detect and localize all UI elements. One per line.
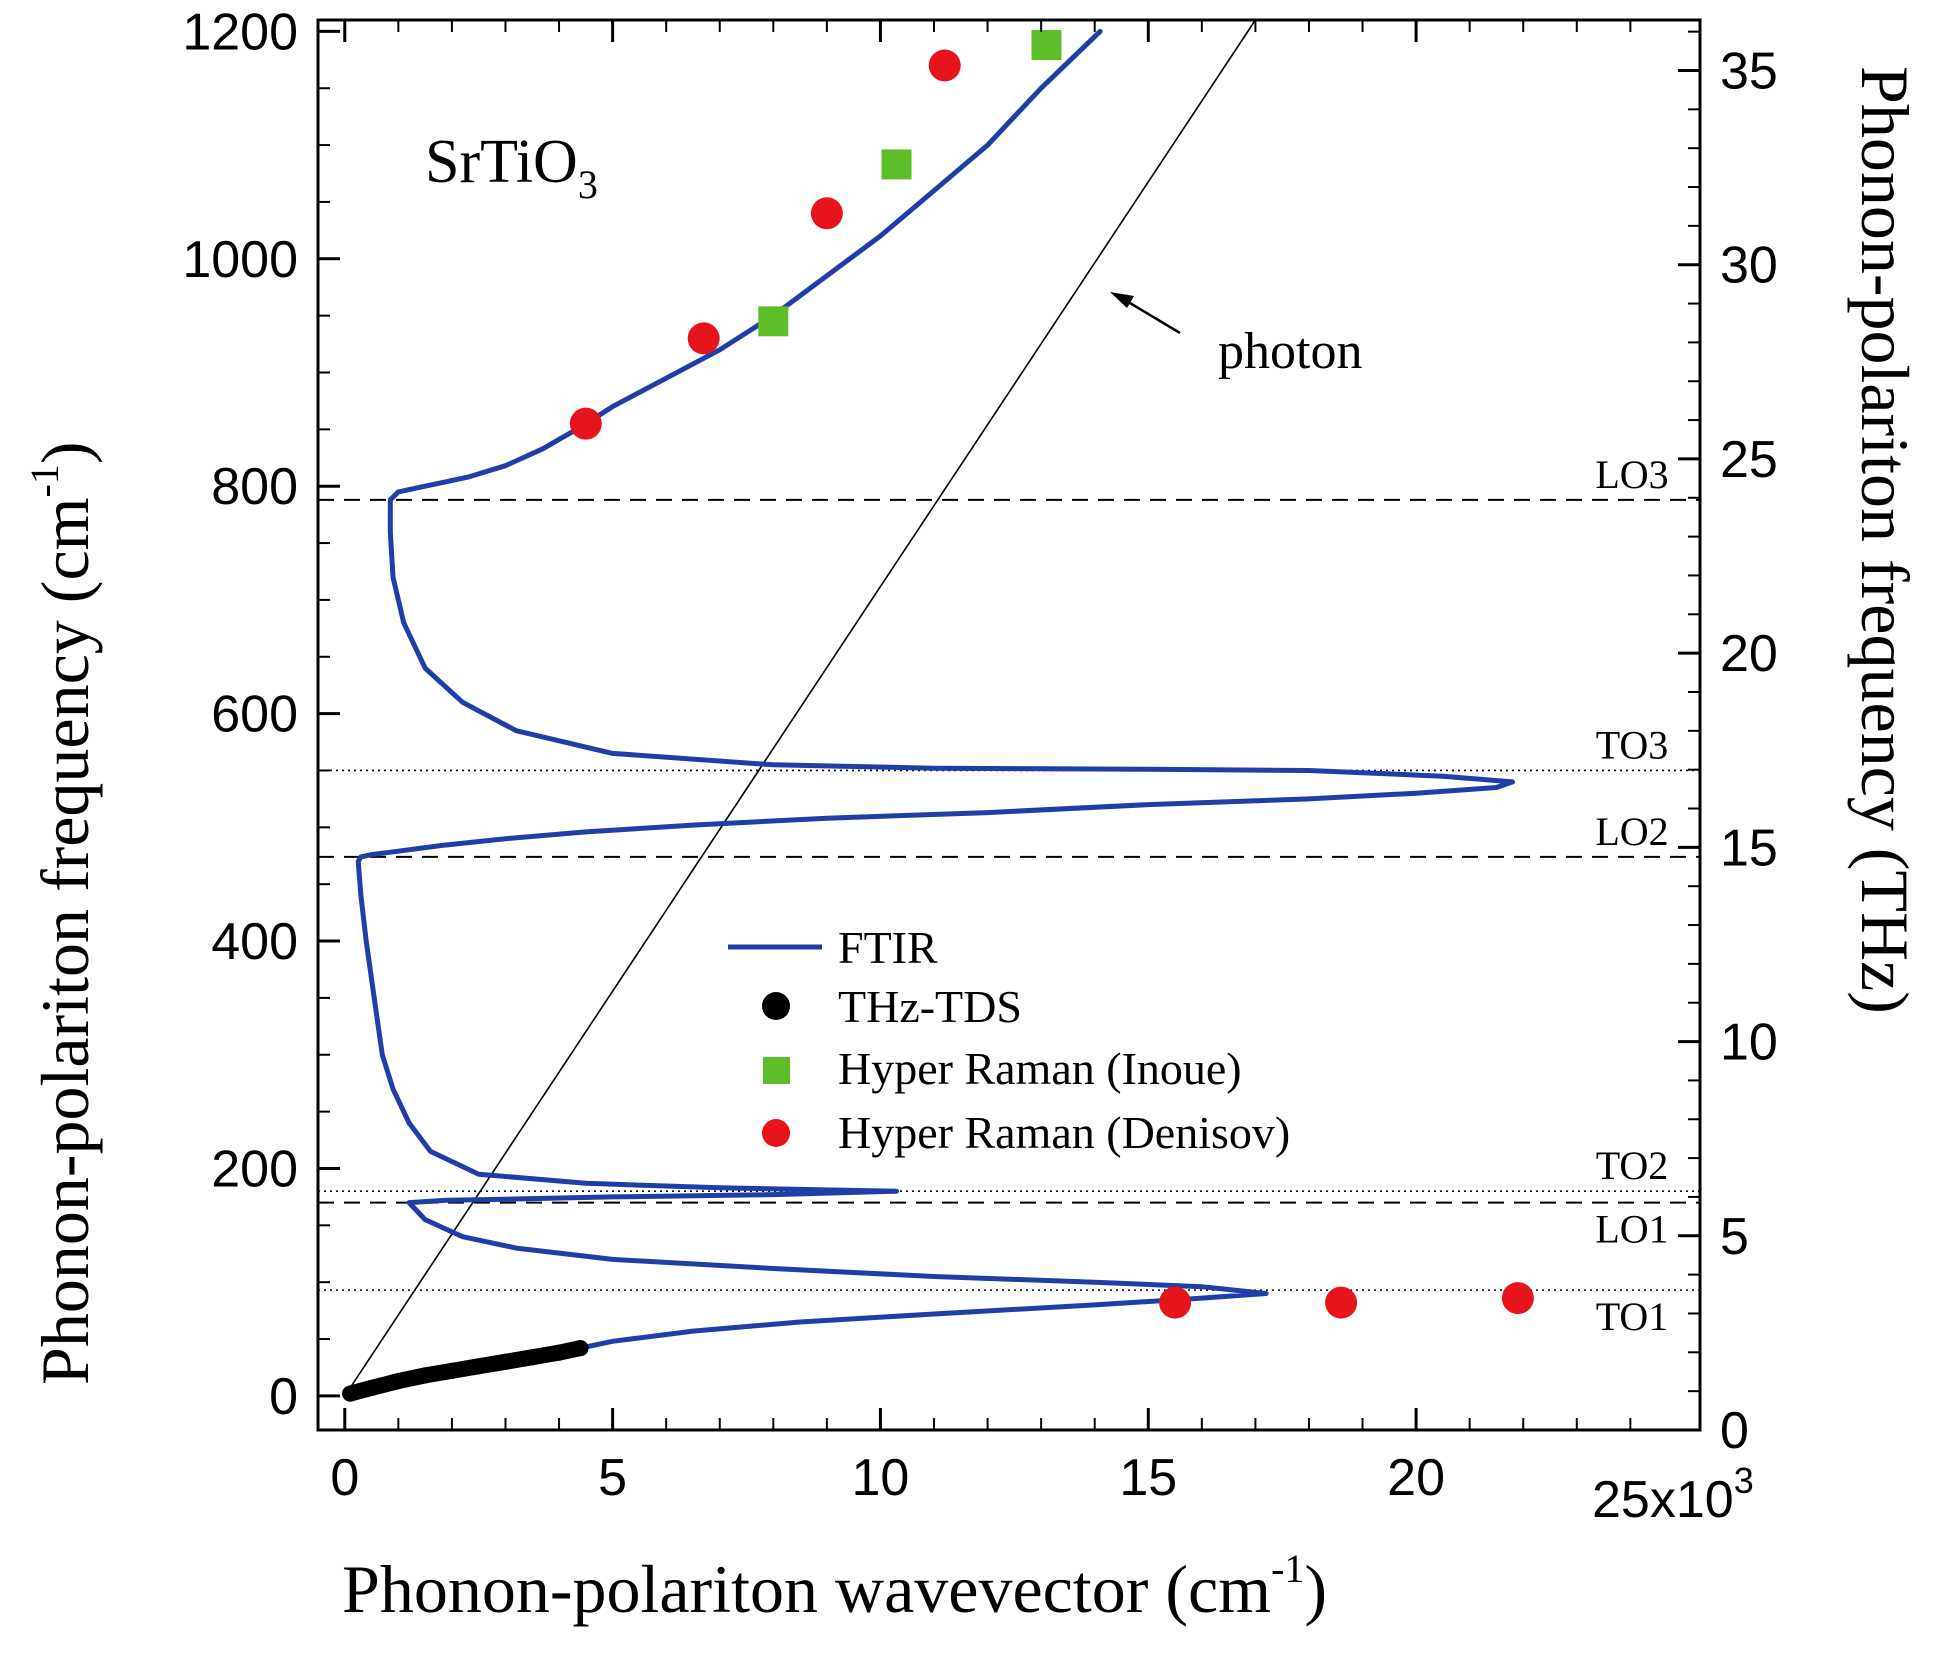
legend-label-inoue: Hyper Raman (Inoue) [838,1043,1242,1094]
y-tick-label: 800 [211,458,298,516]
point-hyper-raman-denisov [687,322,720,355]
ref-label-lo3: LO3 [1595,452,1668,497]
legend-label-denisov: Hyper Raman (Denisov) [838,1107,1290,1158]
x-axis-title-suffix: ) [1304,1551,1327,1627]
legend-swatch-denisov [762,1119,790,1147]
point-hyper-raman-inoue [881,149,912,180]
point-thz-tds [572,1340,589,1357]
y-tick-label: 1000 [182,231,298,289]
series-layer [342,28,1534,1402]
x-axis-title-superscript: -1 [1271,1546,1304,1591]
photon-arrow-head [1110,292,1134,308]
point-hyper-raman-denisov [810,197,843,230]
photon-label: photon [1218,323,1362,380]
plot-frame [316,18,1702,1432]
x-tick-label: 0 [330,1449,359,1507]
mode-reference-lines: LO3 TO3 LO2 TO2 LO1 TO1 [318,452,1700,1339]
point-thz-tds [417,1367,434,1384]
point-thz-tds [363,1379,380,1396]
x-axis-title: Phonon-polariton wavevector (cm-1) [342,1546,1327,1627]
y-axis-title: Phonon-polariton frequency (cm-1) [22,441,103,1385]
ref-label-to2: TO2 [1596,1143,1669,1188]
y2-tick-label: 35 [1720,42,1778,100]
y2-tick-label: 30 [1720,237,1778,295]
y2-tick-label: 0 [1720,1402,1749,1460]
x-scale-note: 25x103 [1592,1460,1754,1529]
x-scale-note-superscript: 3 [1734,1460,1754,1501]
y2-axis-title: Phonon-polariton frequency (THz) [1847,66,1923,1014]
legend-label-thz-tds: THz-TDS [838,981,1022,1032]
sample-label-subscript: 3 [578,162,598,207]
ref-label-to3: TO3 [1596,722,1669,767]
ref-label-lo1: LO1 [1595,1207,1668,1252]
point-thz-tds [342,1385,359,1402]
x-tick-label: 20 [1387,1449,1445,1507]
photon-annotation: photon [1110,292,1362,380]
legend-swatch-thz-tds [762,992,790,1020]
axis-ticks: 0 5 10 15 2002004006008001000120005101520253… [182,3,1778,1507]
point-hyper-raman-denisov [1159,1286,1192,1319]
series-thz-tds [342,1340,589,1402]
y-axis-title-suffix: ) [27,441,103,464]
ref-label-to1: TO1 [1596,1294,1669,1339]
sample-label-main: SrTiO [425,128,578,196]
point-hyper-raman-denisov [1501,1282,1534,1315]
x-axis-title-main: Phonon-polariton wavevector (cm [342,1551,1271,1627]
y2-tick-label: 10 [1720,1014,1778,1072]
point-thz-tds [443,1362,460,1379]
point-hyper-raman-inoue [758,306,789,337]
point-thz-tds [497,1353,514,1370]
y2-tick-label: 20 [1720,625,1778,683]
point-hyper-raman-denisov [1325,1286,1358,1319]
y-tick-label: 400 [211,913,298,971]
point-hyper-raman-denisov [928,49,961,82]
y-tick-label: 0 [269,1368,298,1426]
y2-tick-label: 25 [1720,431,1778,489]
y-axis-title-main: Phonon-polariton frequency (cm [27,497,103,1385]
point-thz-tds [551,1344,568,1361]
point-hyper-raman-denisov [569,407,602,440]
legend: FTIR THz-TDS Hyper Raman (Inoue) Hyper R… [728,922,1290,1158]
series-ftir [355,28,1515,1351]
legend-swatch-inoue [763,1057,790,1084]
photon-light-line [344,19,1257,1397]
point-thz-tds [470,1358,487,1375]
x-tick-label: 10 [852,1449,910,1507]
y-axis-title-superscript: -1 [22,464,67,497]
point-hyper-raman-inoue [1031,30,1062,61]
point-thz-tds [524,1349,541,1366]
photon-arrow-shaft [1124,298,1181,335]
y-tick-label: 1200 [182,3,298,61]
legend-label-ftir: FTIR [838,922,938,973]
y2-tick-label: 5 [1720,1208,1749,1266]
ref-label-lo2: LO2 [1595,809,1668,854]
x-tick-label: 15 [1119,1449,1177,1507]
y-tick-label: 600 [211,686,298,744]
y-tick-label: 200 [211,1140,298,1198]
sample-label: SrTiO3 [425,128,598,207]
x-scale-note-main: 25x10 [1592,1471,1734,1529]
point-thz-tds [390,1373,407,1390]
y2-tick-label: 15 [1720,819,1778,877]
x-tick-label: 5 [598,1449,627,1507]
